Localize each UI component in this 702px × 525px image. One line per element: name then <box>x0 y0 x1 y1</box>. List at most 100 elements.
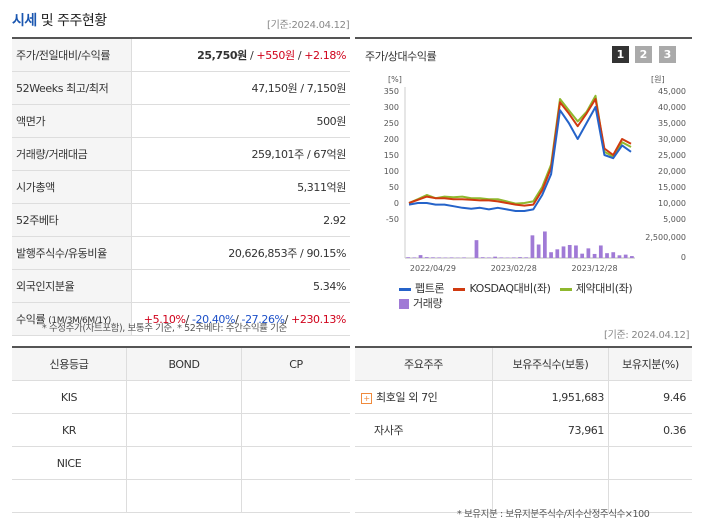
quote-row-par: 액면가 500원 <box>12 104 350 138</box>
volume-bar <box>418 255 423 258</box>
volume-bar <box>406 257 410 258</box>
volume-bar <box>623 254 628 258</box>
holder-pct <box>608 479 692 513</box>
volume-bar <box>605 253 609 258</box>
col-header: BOND <box>126 347 242 381</box>
credit-cp <box>241 413 350 447</box>
legend-volume: 거래량 <box>399 295 443 311</box>
volume-bar <box>511 257 516 258</box>
volume-bar <box>431 257 435 258</box>
price-chart: [%] [원] 350 300 250 200 150 100 50 0 -50 45,000 40,0… <box>384 75 686 273</box>
sep: / <box>185 312 192 326</box>
series-line-2 <box>408 94 632 205</box>
chart-legend: 펩트론 KOSDAQ대비(좌) 제약대비(좌) <box>399 280 633 296</box>
table-row: + 최호일 외 7인 1,951,683 9.46 <box>355 380 692 414</box>
base-date: [기준:2024.04.12] <box>267 20 350 31</box>
table-row: KR <box>12 413 350 447</box>
left-axis-unit: [%] <box>388 75 402 84</box>
holder-shares: 1,951,683 <box>492 380 609 414</box>
table-row <box>12 479 350 513</box>
expand-icon[interactable]: + <box>361 392 372 404</box>
right-tick-label: 10,000 <box>658 199 686 208</box>
right-tick-label: 40,000 <box>658 103 686 112</box>
volume-bar <box>524 257 529 258</box>
quote-row-foreign: 외국인지분율 5.34% <box>12 269 350 303</box>
legend-kosdaq: KOSDAQ대비(좌) <box>453 282 551 295</box>
left-tick-label: -50 <box>386 215 399 224</box>
holder-shares <box>492 479 609 513</box>
holder-name <box>355 446 493 480</box>
volume-tick-label: 0 <box>681 253 686 262</box>
legend-stock-swatch <box>399 287 411 291</box>
volume-bar <box>580 253 585 258</box>
volume-bar <box>424 257 429 258</box>
legend-kosdaq-swatch <box>453 287 466 291</box>
volume-bar <box>536 244 541 258</box>
holder-name-text: 최호일 외 7인 <box>376 391 438 404</box>
return-3m: -20.40% <box>191 312 236 326</box>
chart-tab-1[interactable]: 1 <box>612 46 629 63</box>
credit-cp <box>241 380 350 414</box>
returns-period: (1M/3M/6M/1Y) <box>48 316 111 326</box>
quote-label: 외국인지분율 <box>12 269 132 303</box>
credit-agency <box>12 479 127 513</box>
chart-panel: 주가/상대수익률 1 2 3 [%] [원] 350 300 250 200 150 100 5… <box>355 37 692 311</box>
volume-bar <box>493 256 497 258</box>
x-tick-label: 2023/12/28 <box>572 264 618 273</box>
col-header: 신용등급 <box>12 347 127 381</box>
chart-tab-3[interactable]: 3 <box>659 46 676 63</box>
holder-name: 자사주 <box>355 413 493 447</box>
title-main: 시세 <box>12 13 37 29</box>
sep: / <box>246 49 257 62</box>
x-tick-label: 2022/04/29 <box>410 264 456 273</box>
right-tick-label: 15,000 <box>658 183 686 192</box>
right-tick-label: 45,000 <box>658 87 686 96</box>
table-row: 자사주 73,961 0.36 <box>355 413 692 447</box>
left-tick-label: 150 <box>384 151 399 160</box>
credit-bond <box>126 479 242 513</box>
quote-value: 259,101주 / 67억원 <box>131 137 350 171</box>
quote-row-marketcap: 시가총액 5,311억원 <box>12 170 350 204</box>
quote-label: 52주베타 <box>12 203 132 237</box>
returns-label: 수익률 <box>16 313 46 326</box>
volume-bar <box>462 257 466 258</box>
volume-bar <box>437 257 442 258</box>
quote-label: 액면가 <box>12 104 132 138</box>
left-tick-label: 300 <box>384 103 399 112</box>
chart-tab-2[interactable]: 2 <box>635 46 652 63</box>
volume-bar <box>561 246 566 258</box>
chart-title: 주가/상대수익률 <box>365 50 437 63</box>
volume-bar <box>412 257 417 258</box>
col-header: 보유주식수(보통) <box>492 347 609 381</box>
col-header: 보유지분(%) <box>608 347 692 381</box>
quote-label: 52Weeks 최고/최저 <box>12 71 132 105</box>
credit-bond <box>126 380 242 414</box>
quote-row-shares: 발행주식수/유동비율 20,626,853주 / 90.15% <box>12 236 350 270</box>
sep: / <box>235 312 242 326</box>
volume-bar <box>530 235 535 258</box>
volume-bar <box>598 245 603 258</box>
holder-shares: 73,961 <box>492 413 609 447</box>
volume-bar <box>549 252 553 258</box>
volume-bar <box>449 257 454 258</box>
quote-value: +5.10%/ -20.40%/ -27.26%/ +230.13% <box>131 302 350 336</box>
credit-agency: NICE <box>12 446 127 480</box>
table-row <box>355 446 692 480</box>
right-tick-label: 20,000 <box>658 167 686 176</box>
legend-volume-swatch <box>399 299 409 309</box>
holder-pct: 0.36 <box>608 413 692 447</box>
volume-bar <box>543 231 547 258</box>
sep: / <box>284 312 292 326</box>
quote-value: 20,626,853주 / 90.15% <box>131 236 350 270</box>
sep: / <box>294 49 305 62</box>
table-row: NICE <box>12 446 350 480</box>
credit-table: 신용등급 BOND CP KIS KR NICE <box>12 346 350 513</box>
quote-value: 25,750원 / +550원 / +2.18% <box>131 38 350 72</box>
right-tick-label: 35,000 <box>658 119 686 128</box>
volume-bar <box>518 257 522 258</box>
quote-label: 발행주식수/유동비율 <box>12 236 132 270</box>
quote-value: 2.92 <box>131 203 350 237</box>
return-1m: +5.10% <box>143 312 186 326</box>
volume-bar <box>611 252 616 258</box>
credit-cp <box>241 446 350 480</box>
